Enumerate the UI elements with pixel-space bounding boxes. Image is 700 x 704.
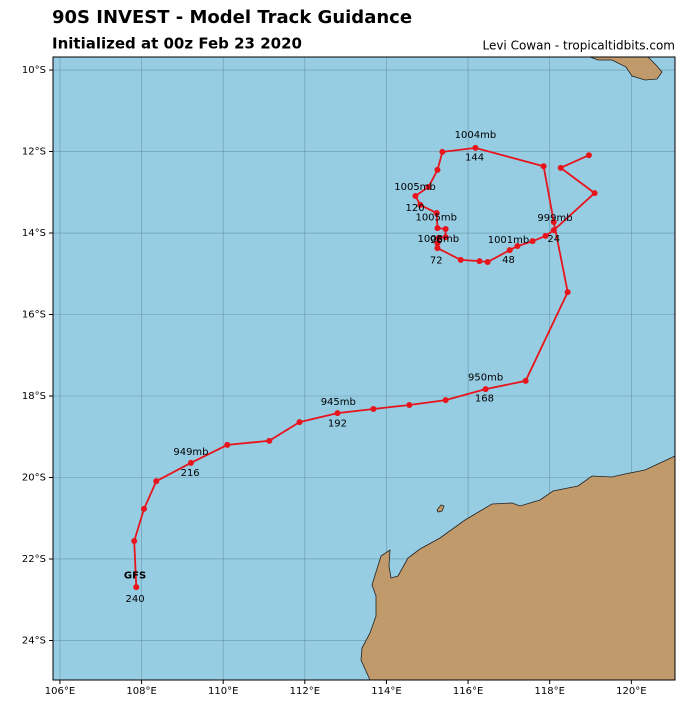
track-point — [540, 163, 547, 170]
track-annotation: 999mb — [537, 213, 572, 224]
x-tick-label: 112°E — [290, 686, 320, 697]
y-tick-label: 24°S — [22, 635, 46, 646]
land-island — [436, 504, 445, 513]
track-point — [482, 386, 489, 393]
track-point — [585, 152, 592, 159]
subtitle: Initialized at 00z Feb 23 2020 — [52, 35, 302, 53]
track-point — [224, 441, 231, 448]
x-tick-label: 110°E — [208, 686, 238, 697]
track-point — [514, 243, 521, 250]
track-point — [506, 247, 513, 254]
track-annotation: 96 — [430, 235, 443, 246]
track-annotation: 144 — [465, 153, 484, 164]
credit: Levi Cowan - tropicaltidbits.com — [482, 39, 675, 53]
y-tick-label: 20°S — [22, 472, 46, 483]
title: 90S INVEST - Model Track Guidance — [52, 7, 412, 28]
track-point — [442, 234, 449, 241]
track-point — [442, 225, 449, 232]
track-point — [476, 258, 483, 265]
y-tick-label: 14°S — [22, 228, 46, 239]
x-tick-label: 116°E — [453, 686, 483, 697]
track-annotation: 1005mb — [394, 182, 436, 193]
track-annotation: 192 — [328, 418, 347, 429]
track-point — [370, 406, 377, 413]
track-point — [434, 166, 441, 173]
track-annotation: 216 — [181, 468, 200, 479]
land-north — [589, 56, 663, 81]
track-point — [433, 210, 440, 217]
track-annotation: 168 — [475, 393, 494, 404]
track-point — [334, 410, 341, 417]
track-point — [550, 219, 557, 226]
track-point — [434, 225, 441, 232]
x-tick-label: 118°E — [534, 686, 564, 697]
track-annotation: 1008mb — [418, 234, 460, 245]
track-annotation: 24 — [547, 234, 560, 245]
track-point — [442, 397, 449, 404]
track-annotation: 48 — [502, 255, 515, 266]
track-annotation: 950mb — [468, 373, 503, 384]
track-annotation: 1005mb — [415, 213, 457, 224]
track-point — [425, 183, 432, 190]
track-point — [406, 401, 413, 408]
x-tick-label: 114°E — [371, 686, 401, 697]
track-point — [187, 459, 194, 466]
track-point — [472, 144, 479, 151]
track-annotation: 945mb — [321, 397, 356, 408]
track-point — [412, 192, 419, 199]
track-point — [133, 584, 140, 591]
track-point — [557, 164, 564, 171]
map-frame — [52, 56, 676, 681]
land-australia — [360, 455, 676, 681]
y-tick-label: 18°S — [22, 391, 46, 402]
y-tick-label: 16°S — [22, 310, 46, 321]
track-annotation: 72 — [430, 255, 443, 266]
track-annotation: 240 — [125, 594, 144, 605]
y-tick-label: 22°S — [22, 554, 46, 565]
track-point — [457, 256, 464, 263]
track-point — [522, 377, 529, 384]
x-tick-label: 120°E — [616, 686, 646, 697]
track-point — [591, 190, 598, 197]
track-point — [266, 437, 273, 444]
track-point — [417, 201, 424, 208]
track-point — [542, 232, 549, 239]
track-point — [141, 505, 148, 512]
track-point — [439, 148, 446, 155]
track-point — [550, 227, 557, 234]
track-point — [564, 289, 571, 296]
track-annotation: 949mb — [173, 447, 208, 458]
y-tick-label: 10°S — [22, 65, 46, 76]
track-point — [435, 234, 442, 241]
track-point — [434, 240, 441, 247]
track-annotation: 1004mb — [455, 130, 497, 141]
x-tick-label: 106°E — [45, 686, 75, 697]
track-point — [131, 538, 138, 545]
track-point — [484, 258, 491, 265]
model-label: GFS — [124, 570, 146, 581]
track-point — [153, 478, 160, 485]
track-annotation: 120 — [405, 203, 424, 214]
track-point — [434, 245, 441, 252]
track-point — [529, 238, 536, 245]
y-tick-label: 12°S — [22, 147, 46, 158]
x-tick-label: 108°E — [126, 686, 156, 697]
track-annotation: 1001mb — [488, 235, 530, 246]
track-point — [296, 419, 303, 426]
